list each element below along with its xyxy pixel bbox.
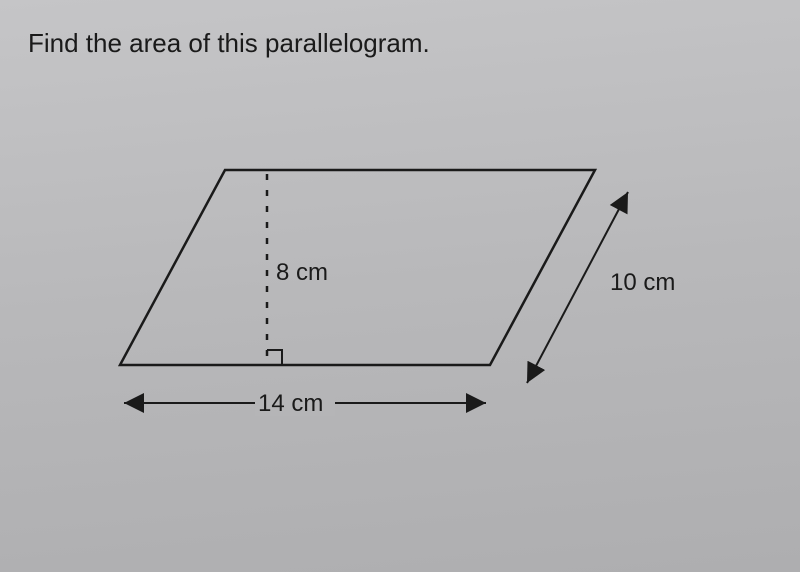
parallelogram-shape [120,170,595,365]
diagram-svg: 8 cm 14 cm 10 cm [80,150,730,500]
right-angle-icon [267,350,282,365]
height-label: 8 cm [276,259,328,286]
base-label: 14 cm [258,390,323,417]
question-text: Find the area of this parallelogram. [28,28,430,59]
parallelogram-diagram: 8 cm 14 cm 10 cm [80,150,730,500]
side-label: 10 cm [610,269,675,296]
